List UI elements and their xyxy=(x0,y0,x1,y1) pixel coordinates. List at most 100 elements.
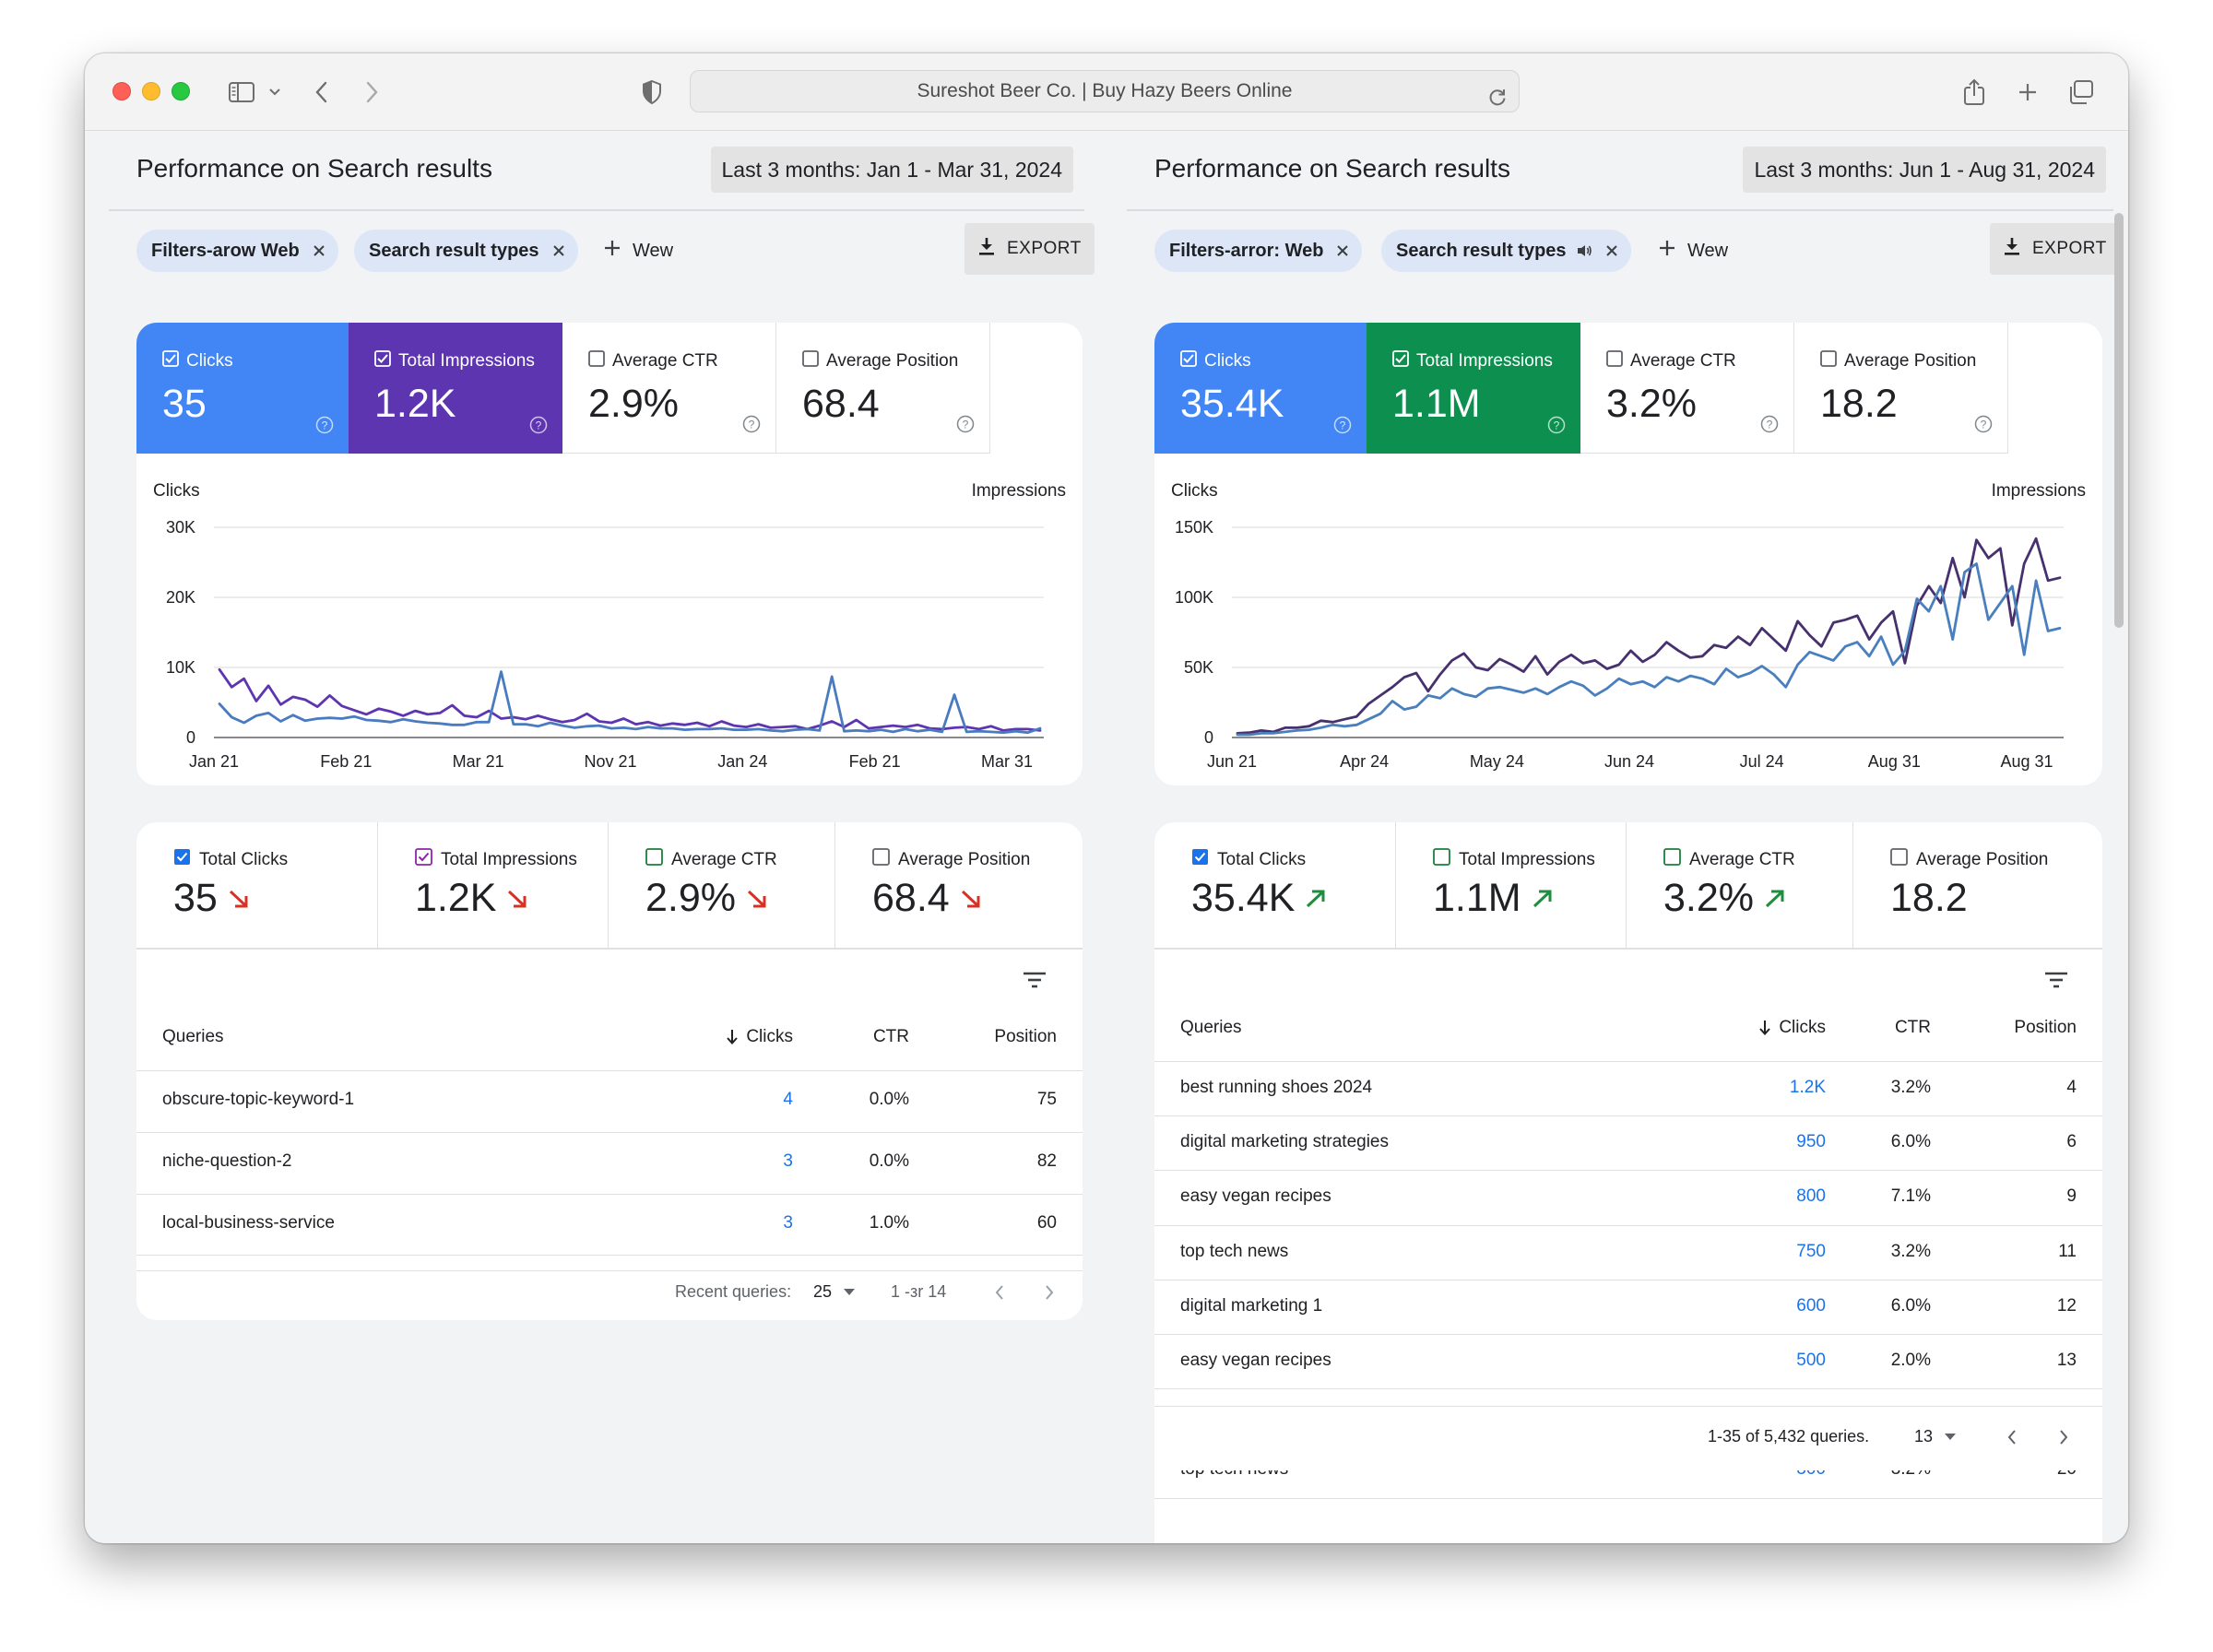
table-row[interactable]: digital marketing 1 600 6.0% 12 xyxy=(1154,1280,2102,1335)
performance-line-chart: Clicks Impressions 0 50K 100K 150K Jun 21 Apr 2… xyxy=(1171,481,2086,771)
sidebar-icon[interactable] xyxy=(225,74,258,111)
column-header-position[interactable]: Position xyxy=(994,1027,1057,1046)
row-query[interactable]: niche-question-2 xyxy=(162,1151,292,1171)
checkbox-icon[interactable] xyxy=(872,848,890,871)
column-header-clicks[interactable]: Clicks xyxy=(1758,1018,1826,1038)
column-header-queries[interactable]: Queries xyxy=(1180,1018,1242,1037)
row-query[interactable]: obscure-topic-keyword-1 xyxy=(162,1090,355,1109)
share-icon[interactable] xyxy=(1960,74,1988,111)
checkbox-icon[interactable] xyxy=(588,350,605,372)
zoom-window-button[interactable] xyxy=(172,82,190,100)
new-filter-button[interactable]: Wew xyxy=(1658,230,1728,272)
metric-tab-impressions[interactable]: Total Impressions 1.2K ? xyxy=(349,323,562,454)
filter-chip-search-type[interactable]: Search result types xyxy=(1381,230,1631,272)
table-row[interactable]: best running shoes 2024 1.2K 3.2% 4 xyxy=(1154,1062,2102,1117)
checkbox-checked-icon[interactable] xyxy=(1180,350,1197,372)
rows-per-page-select[interactable]: 25 xyxy=(813,1282,856,1302)
help-icon[interactable]: ? xyxy=(529,416,548,439)
prev-page-icon[interactable] xyxy=(2006,1429,2018,1446)
help-icon[interactable]: ? xyxy=(1333,416,1352,439)
close-icon[interactable] xyxy=(1336,244,1349,257)
row-query[interactable]: easy vegan recipes xyxy=(1180,1186,1331,1207)
reload-icon[interactable] xyxy=(1487,81,1508,122)
rows-per-page-select[interactable]: 13 xyxy=(1914,1427,1957,1446)
date-range-button[interactable]: Last 3 months: Jun 1 - Aug 31, 2024 xyxy=(1743,147,2106,193)
help-icon[interactable]: ? xyxy=(956,415,975,438)
next-page-icon[interactable] xyxy=(2058,1429,2069,1446)
minimize-window-button[interactable] xyxy=(142,82,160,100)
privacy-shield-icon[interactable] xyxy=(638,74,666,111)
checkbox-icon[interactable] xyxy=(1606,350,1623,372)
column-header-ctr[interactable]: CTR xyxy=(1894,1018,1931,1037)
checkbox-icon[interactable] xyxy=(1820,350,1837,372)
table-row[interactable]: local-business-service 3 1.0% 60 xyxy=(136,1195,1083,1256)
new-tab-plus-icon[interactable] xyxy=(2014,74,2041,111)
metric-tab-clicks[interactable]: Clicks 35 ? xyxy=(136,323,349,454)
metric-tab-impressions[interactable]: Total Impressions 1.1M ? xyxy=(1367,323,1580,454)
chevron-down-icon[interactable] xyxy=(266,74,284,111)
column-header-position[interactable]: Position xyxy=(2014,1018,2077,1037)
filter-rows-icon[interactable] xyxy=(1022,970,1047,995)
row-query[interactable]: digital marketing 1 xyxy=(1180,1295,1323,1316)
checkbox-icon[interactable] xyxy=(802,350,819,372)
prev-page-icon[interactable] xyxy=(994,1284,1005,1301)
y-tick-label: 50K xyxy=(1184,658,1213,677)
filter-chip-web[interactable]: Filters-arror: Web xyxy=(1154,230,1363,272)
checkbox-checked-icon[interactable] xyxy=(173,848,191,871)
tab-overview-icon[interactable] xyxy=(2065,74,2097,111)
close-icon[interactable] xyxy=(1605,244,1618,257)
checkbox-icon[interactable] xyxy=(645,848,663,871)
help-icon[interactable]: ? xyxy=(315,416,334,439)
column-header-queries[interactable]: Queries xyxy=(162,1027,224,1046)
table-row[interactable]: top tech news 750 3.2% 11 xyxy=(1154,1226,2102,1280)
filter-chip-web[interactable]: Filters-arow Web xyxy=(136,230,338,272)
checkbox-icon[interactable] xyxy=(1890,848,1908,871)
help-icon[interactable]: ? xyxy=(742,415,761,438)
checkbox-checked-icon[interactable] xyxy=(162,350,179,372)
checkbox-checked-icon[interactable] xyxy=(1191,848,1209,871)
sort-arrow-down-icon xyxy=(726,1029,739,1045)
checkbox-checked-icon[interactable] xyxy=(1392,350,1409,372)
checkbox-checked-icon[interactable] xyxy=(374,350,391,372)
checkbox-checked-icon[interactable] xyxy=(415,848,432,871)
row-query[interactable]: best running shoes 2024 xyxy=(1180,1078,1373,1097)
metric-tab-clicks[interactable]: Clicks 35.4K ? xyxy=(1154,323,1367,454)
help-icon[interactable]: ? xyxy=(1547,416,1566,439)
metric-tab-ctr[interactable]: Average CTR 2.9% ? xyxy=(562,323,776,454)
metric-tab-position[interactable]: Average Position 68.4 ? xyxy=(776,323,990,454)
table-row[interactable]: niche-question-2 3 0.0% 82 xyxy=(136,1133,1083,1195)
table-row[interactable]: obscure-topic-keyword-1 4 0.0% 75 xyxy=(136,1071,1083,1133)
filter-chip-search-type[interactable]: Search result types xyxy=(354,230,578,272)
help-icon[interactable]: ? xyxy=(1974,415,1993,438)
checkbox-icon[interactable] xyxy=(1433,848,1450,871)
close-icon[interactable] xyxy=(313,244,325,257)
new-filter-button[interactable]: Wew xyxy=(603,230,673,272)
row-query[interactable]: easy vegan recipes xyxy=(1180,1351,1331,1370)
checkbox-icon[interactable] xyxy=(1663,848,1681,871)
table-row[interactable]: easy vegan recipes 500 2.0% 13 xyxy=(1154,1335,2102,1390)
close-window-button[interactable] xyxy=(112,82,131,100)
row-query[interactable]: local-business-service xyxy=(162,1213,335,1233)
table-row[interactable]: digital marketing strategies 950 6.0% 6 xyxy=(1154,1116,2102,1172)
export-button[interactable]: EXPORT xyxy=(1990,223,2120,275)
metric-tab-position[interactable]: Average Position 18.2 ? xyxy=(1794,323,2008,454)
filter-rows-icon[interactable] xyxy=(2043,970,2069,995)
close-icon[interactable] xyxy=(552,244,565,257)
date-range-button[interactable]: Last 3 months: Jan 1 - Mar 31, 2024 xyxy=(710,147,1073,193)
metric-tab-ctr[interactable]: Average CTR 3.2% ? xyxy=(1580,323,1794,454)
help-icon[interactable]: ? xyxy=(1760,415,1779,438)
export-button[interactable]: EXPORT xyxy=(964,223,1095,275)
table-row[interactable]: easy vegan recipes 800 7.1% 9 xyxy=(1154,1171,2102,1226)
address-bar[interactable]: Sureshot Beer Co. | Buy Hazy Beers Onlin… xyxy=(690,70,1520,112)
next-page-icon[interactable] xyxy=(1044,1284,1055,1301)
row-query[interactable]: digital marketing strategies xyxy=(1180,1132,1389,1152)
forward-arrow-icon[interactable] xyxy=(358,74,385,111)
column-header-clicks[interactable]: Clicks xyxy=(726,1027,793,1047)
scrollbar[interactable] xyxy=(2114,213,2124,628)
x-tick-label: Aug 31 xyxy=(2000,752,2053,771)
column-header-ctr[interactable]: CTR xyxy=(872,1027,909,1046)
row-query[interactable]: top tech news xyxy=(1180,1241,1289,1261)
stat-average-ctr: Average CTR 2.9% xyxy=(609,822,835,948)
back-arrow-icon[interactable] xyxy=(308,74,336,111)
x-tick-label: Jun 21 xyxy=(1207,752,1257,771)
